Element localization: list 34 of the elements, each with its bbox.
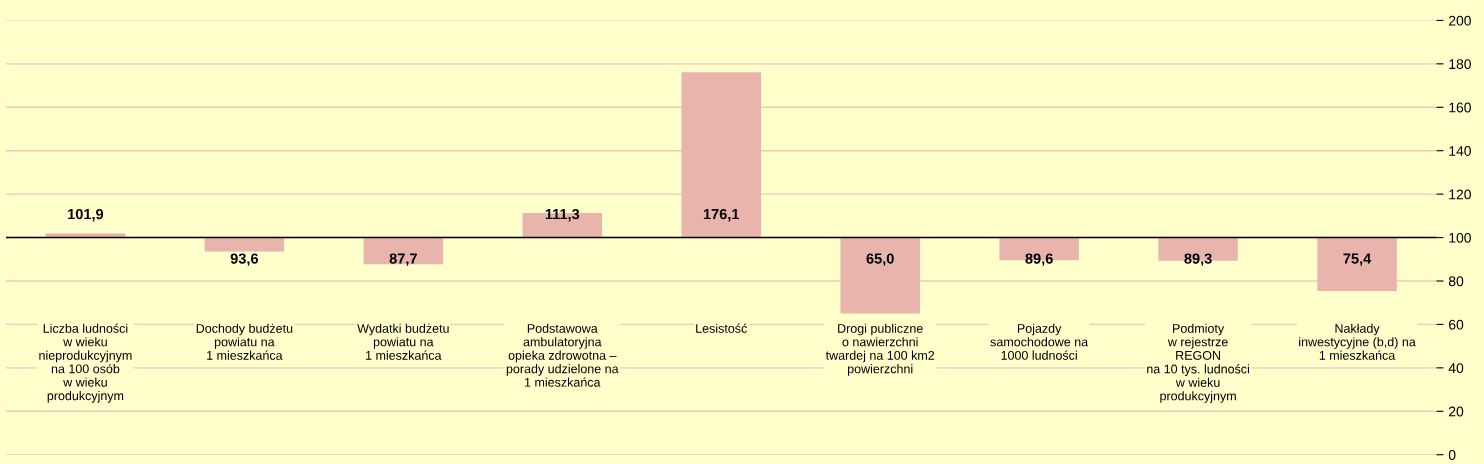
y-tick-label: 120: [1449, 189, 1471, 200]
y-tick-label: 180: [1449, 59, 1471, 70]
data-label: 101,9: [68, 208, 104, 222]
x-tick-label: Nakłady inwestycyjne (b,d) na 1 mieszkańca: [1299, 323, 1416, 360]
data-label: 89,3: [1184, 253, 1212, 266]
bar: [363, 237, 444, 265]
data-label: 75,4: [1343, 253, 1372, 266]
data-label: 65,0: [866, 253, 894, 266]
bar: [840, 237, 920, 314]
x-tick-label: Podmioty w rejestrze REGON na 10 tys. ludności w wieku produkcyjnym: [1147, 323, 1250, 403]
y-tick-label: 200: [1449, 15, 1471, 26]
x-tick-label: Dochody budżetu powiatu na 1 mieszkańca: [196, 323, 293, 360]
y-tick-label: 20: [1449, 406, 1464, 417]
y-tick-label: 140: [1449, 146, 1471, 156]
data-label: 87,7: [389, 253, 417, 266]
x-tick-label: Podstawowa ambulatoryjna opieka zdrowotna – porady udzielone na 1 mieszkańca: [506, 323, 619, 387]
y-tick-label: 60: [1449, 319, 1464, 330]
x-tick-label: Drogi publiczne o nawierzchni twardej na 100 km2 powierzchni: [825, 323, 935, 376]
bar: [1317, 237, 1397, 291]
x-tick-label: Liczba ludności w wieku nieprodukcyjnym na 100 osób w wieku produkcyjnym: [39, 323, 132, 403]
x-tick-label: Wydatki budżetu powiatu na 1 mieszkańca: [357, 323, 449, 360]
x-tick-label: Lesistość: [696, 323, 747, 333]
bar: [681, 72, 761, 238]
bar: [204, 237, 285, 252]
data-label: 176,1: [703, 208, 740, 222]
data-label: 93,6: [230, 253, 259, 266]
y-tick-label: 0: [1448, 450, 1456, 460]
y-tick-label: 160: [1449, 102, 1471, 113]
data-label: 89,6: [1025, 253, 1053, 266]
x-tick-label: Pojazdy samochodowe na 1000 ludności: [990, 323, 1089, 360]
y-tick-label: 80: [1448, 276, 1464, 287]
data-label: 111,3: [545, 208, 580, 222]
y-tick-label: 100: [1449, 232, 1471, 243]
y-tick-label: 40: [1448, 363, 1464, 374]
